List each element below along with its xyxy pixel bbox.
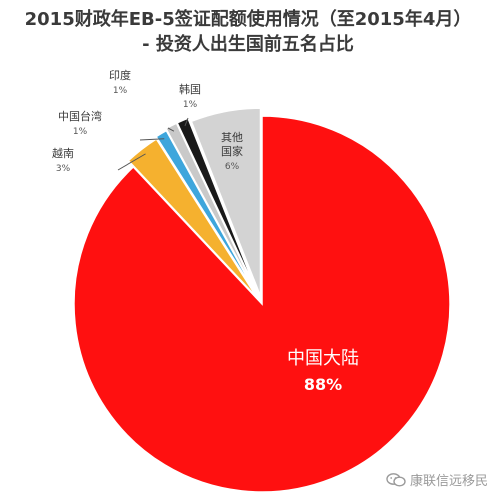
slice-label-中国台湾: 中国台湾 1% — [58, 109, 165, 141]
slice-name: 韩国 — [179, 82, 201, 96]
slice-value: 6% — [225, 162, 240, 172]
slice-印度 — [164, 122, 258, 294]
leader-line — [117, 153, 146, 171]
slice-name: 中国大陆 — [287, 348, 359, 369]
slice-name: 中国台湾 — [58, 109, 102, 123]
watermark-text: 康联信远移民 — [409, 474, 488, 489]
chart-title: 2015财政年EB-5签证配额使用情况（至2015年4月） — [24, 9, 472, 30]
watermark: 康联信远移民 — [386, 470, 488, 489]
leader-line — [167, 127, 175, 132]
slice-value: 3% — [56, 164, 71, 174]
slice-value: 88% — [304, 375, 342, 394]
slice-label-印度: 印度 1% — [109, 68, 175, 132]
slice-name: 印度 — [109, 68, 131, 82]
slice-name: 其他 — [221, 131, 243, 144]
leader-line — [139, 138, 165, 141]
slice-其他国家 — [190, 107, 262, 297]
slice-中国大陆 — [73, 115, 451, 493]
slice-label-中国大陆: 中国大陆 88% — [287, 348, 359, 394]
wechat-icon — [386, 472, 406, 487]
slice-name: 越南 — [52, 146, 74, 160]
slice-name: 国家 — [221, 144, 243, 158]
leader-line — [184, 117, 189, 127]
chart-subtitle: - 投资人出生国前五名占比 — [142, 34, 354, 55]
slice-label-越南: 越南 3% — [52, 146, 146, 174]
slice-label-韩国: 韩国 1% — [179, 82, 201, 127]
slice-value: 1% — [183, 100, 198, 110]
slice-value: 1% — [113, 86, 128, 96]
slice-value: 1% — [73, 127, 88, 137]
